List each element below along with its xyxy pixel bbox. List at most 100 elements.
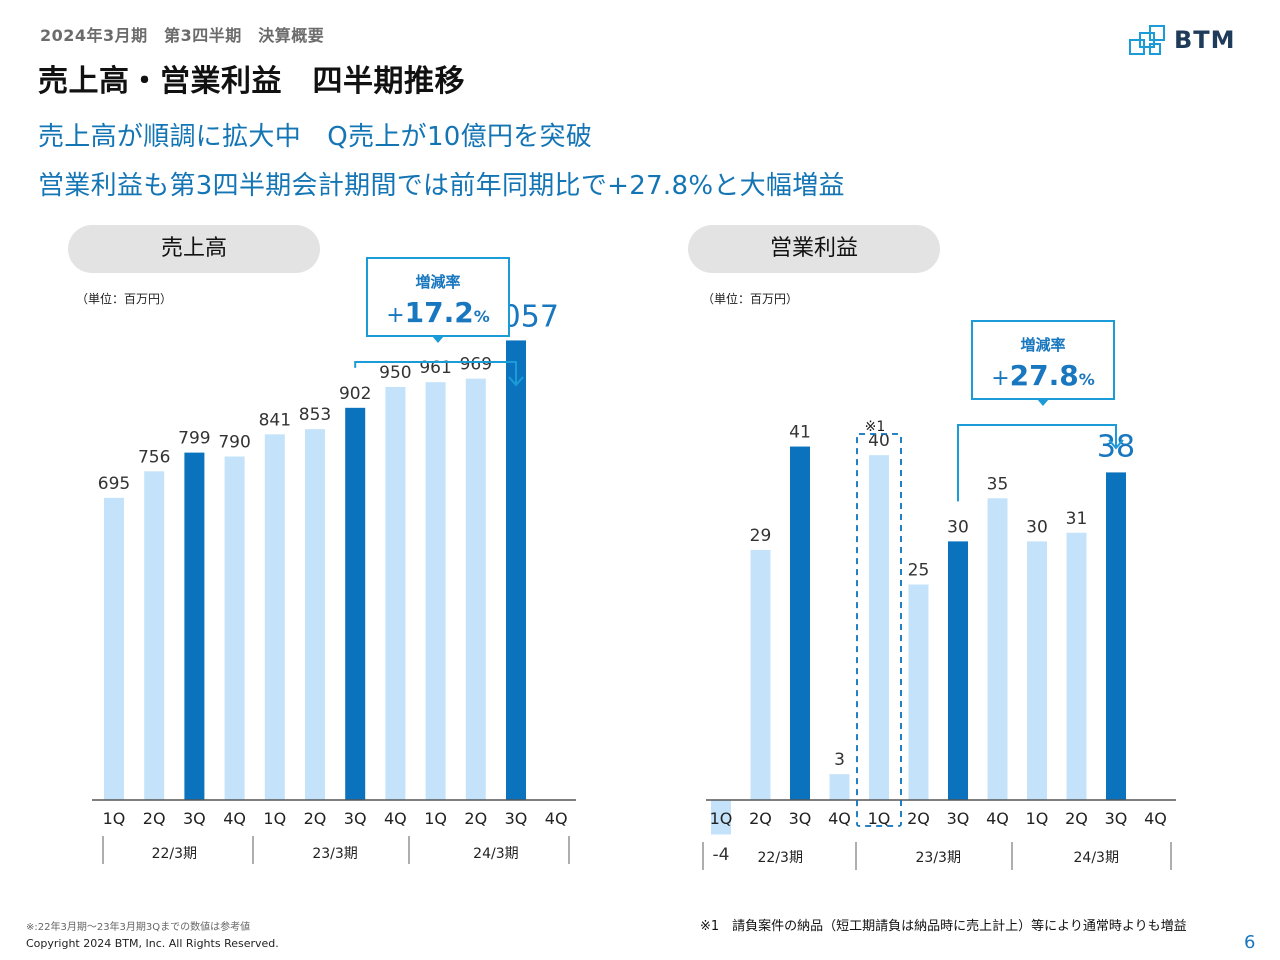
sales-bar xyxy=(506,340,526,800)
sales-badge-value: +17.2% xyxy=(386,296,490,329)
sales-tick-label: 3Q xyxy=(344,809,367,828)
sales-value-label: 950 xyxy=(379,363,411,383)
op-bar xyxy=(750,550,771,800)
sales-tick-label: 3Q xyxy=(183,809,206,828)
op-value-label: 40 xyxy=(868,431,890,451)
sales-tick-label: 1Q xyxy=(103,809,126,828)
op-bar xyxy=(790,446,810,800)
sales-value-label: 841 xyxy=(259,410,291,430)
page-number: 6 xyxy=(1244,932,1256,953)
sales-value-label: 695 xyxy=(98,474,130,494)
op-tick-label: 4Q xyxy=(986,809,1009,828)
headline-operating-profit: 営業利益も第3四半期会計期間では前年同期比で+27.8%と大幅増益 xyxy=(38,171,845,201)
sales-badge-sign: + xyxy=(386,303,404,328)
op-note-highlight-box xyxy=(856,433,902,827)
op-badge-value: +27.8% xyxy=(991,359,1095,392)
op-bar xyxy=(829,774,850,800)
op-period-label: 24/3期 xyxy=(1074,850,1119,866)
sales-tick-label: 4Q xyxy=(545,809,568,828)
op-badge-title: 増減率 xyxy=(1020,336,1065,354)
op-note-mark: ※1 xyxy=(865,419,886,435)
op-value-label: 31 xyxy=(1066,509,1088,529)
op-tick-label: 4Q xyxy=(828,809,851,828)
op-tick-label: 2Q xyxy=(1065,809,1088,828)
sales-value-label: 969 xyxy=(460,355,492,375)
sales-tick-label: 1Q xyxy=(424,809,447,828)
op-bar xyxy=(1066,532,1087,800)
header-subtitle: 2024年3月期 第3四半期 決算概要 xyxy=(40,26,325,45)
sales-badge-box xyxy=(366,257,510,337)
op-value-label: 29 xyxy=(750,526,772,546)
headline-sales: 売上高が順調に拡大中 Q売上が10億円を突破 xyxy=(38,122,593,152)
op-tick-label: 1Q xyxy=(1026,809,1049,828)
sales-period-label: 22/3期 xyxy=(152,846,197,862)
op-badge-pointer xyxy=(1037,399,1049,406)
op-tick-label: 3Q xyxy=(789,809,812,828)
sales-tick-label: 3Q xyxy=(505,809,528,828)
op-bar xyxy=(948,541,968,800)
op-value-label: 30 xyxy=(1026,517,1048,537)
sales-growth-badge: 増減率 +17.2% xyxy=(366,257,510,343)
op-unit-label: （単位：百万円） xyxy=(702,292,799,306)
sales-badge-suffix: % xyxy=(474,307,490,326)
footnote-op-profit: ※1 請負案件の納品（短工期請負は納品時に売上計上）等により通常時よりも増益 xyxy=(700,919,1187,934)
logo-text: BTM xyxy=(1174,26,1236,54)
footnote-reference: ※:22年3月期～23年3月期3Qまでの数値は参考値 xyxy=(26,922,251,933)
sales-badge-number: 17.2 xyxy=(405,296,474,329)
sales-value-label: 961 xyxy=(419,358,451,378)
op-period-label: 23/3期 xyxy=(916,850,961,866)
op-tick-label: 2Q xyxy=(907,809,930,828)
company-logo: BTM xyxy=(1128,24,1258,60)
op-bar xyxy=(869,455,889,800)
op-badge-box xyxy=(971,320,1115,400)
op-value-label: -4 xyxy=(713,845,730,865)
sales-bar xyxy=(144,471,165,800)
sales-unit-label: （単位：百万円） xyxy=(76,292,173,306)
sales-tick-label: 4Q xyxy=(223,809,246,828)
op-growth-badge: 増減率 +27.8% xyxy=(971,320,1115,406)
sales-bar xyxy=(465,378,486,800)
sales-value-label: 902 xyxy=(339,384,371,404)
sales-bar xyxy=(385,386,406,800)
op-tick-label: 3Q xyxy=(947,809,970,828)
op-comparison-connector xyxy=(957,424,1117,502)
sales-tick-label: 2Q xyxy=(304,809,327,828)
op-bar xyxy=(1106,472,1126,800)
sales-bar xyxy=(104,497,124,800)
op-tick-label: 3Q xyxy=(1105,809,1128,828)
sales-bar xyxy=(224,456,245,800)
op-badge-sign: + xyxy=(991,366,1009,391)
sales-bar xyxy=(184,452,205,800)
op-tick-label: 1Q xyxy=(868,809,891,828)
sales-tick-label: 4Q xyxy=(384,809,407,828)
op-value-label: 35 xyxy=(987,474,1009,494)
op-value-label: 30 xyxy=(947,517,969,537)
op-connector-arrow-icon xyxy=(1108,439,1124,450)
page-title: 売上高・営業利益 四半期推移 xyxy=(38,64,465,99)
logo-mark-icon xyxy=(1129,25,1165,55)
sales-period-label: 23/3期 xyxy=(312,846,357,862)
op-value-label: 25 xyxy=(908,560,930,580)
op-tick-label: 2Q xyxy=(749,809,772,828)
op-badge-suffix: % xyxy=(1079,370,1095,389)
sales-period-label: 24/3期 xyxy=(473,846,518,862)
sales-comparison-connector xyxy=(354,361,517,384)
sales-tick-label: 1Q xyxy=(263,809,286,828)
sales-tick-label: 2Q xyxy=(143,809,166,828)
op-chart-title: 営業利益 xyxy=(688,225,940,273)
sales-value-label: 799 xyxy=(178,429,210,449)
copyright-text: Copyright 2024 BTM, Inc. All Rights Rese… xyxy=(26,937,279,950)
op-tick-label: 4Q xyxy=(1144,809,1167,828)
op-value-label: 3 xyxy=(834,750,845,770)
op-bar xyxy=(908,584,929,800)
op-bar xyxy=(711,800,731,835)
sales-chart-title: 売上高 xyxy=(68,225,320,273)
op-value-label: 41 xyxy=(789,423,811,443)
sales-value-label: 756 xyxy=(138,447,170,467)
op-period-label: 22/3期 xyxy=(758,850,803,866)
op-bar xyxy=(987,498,1008,800)
sales-badge-title: 増減率 xyxy=(415,273,460,291)
